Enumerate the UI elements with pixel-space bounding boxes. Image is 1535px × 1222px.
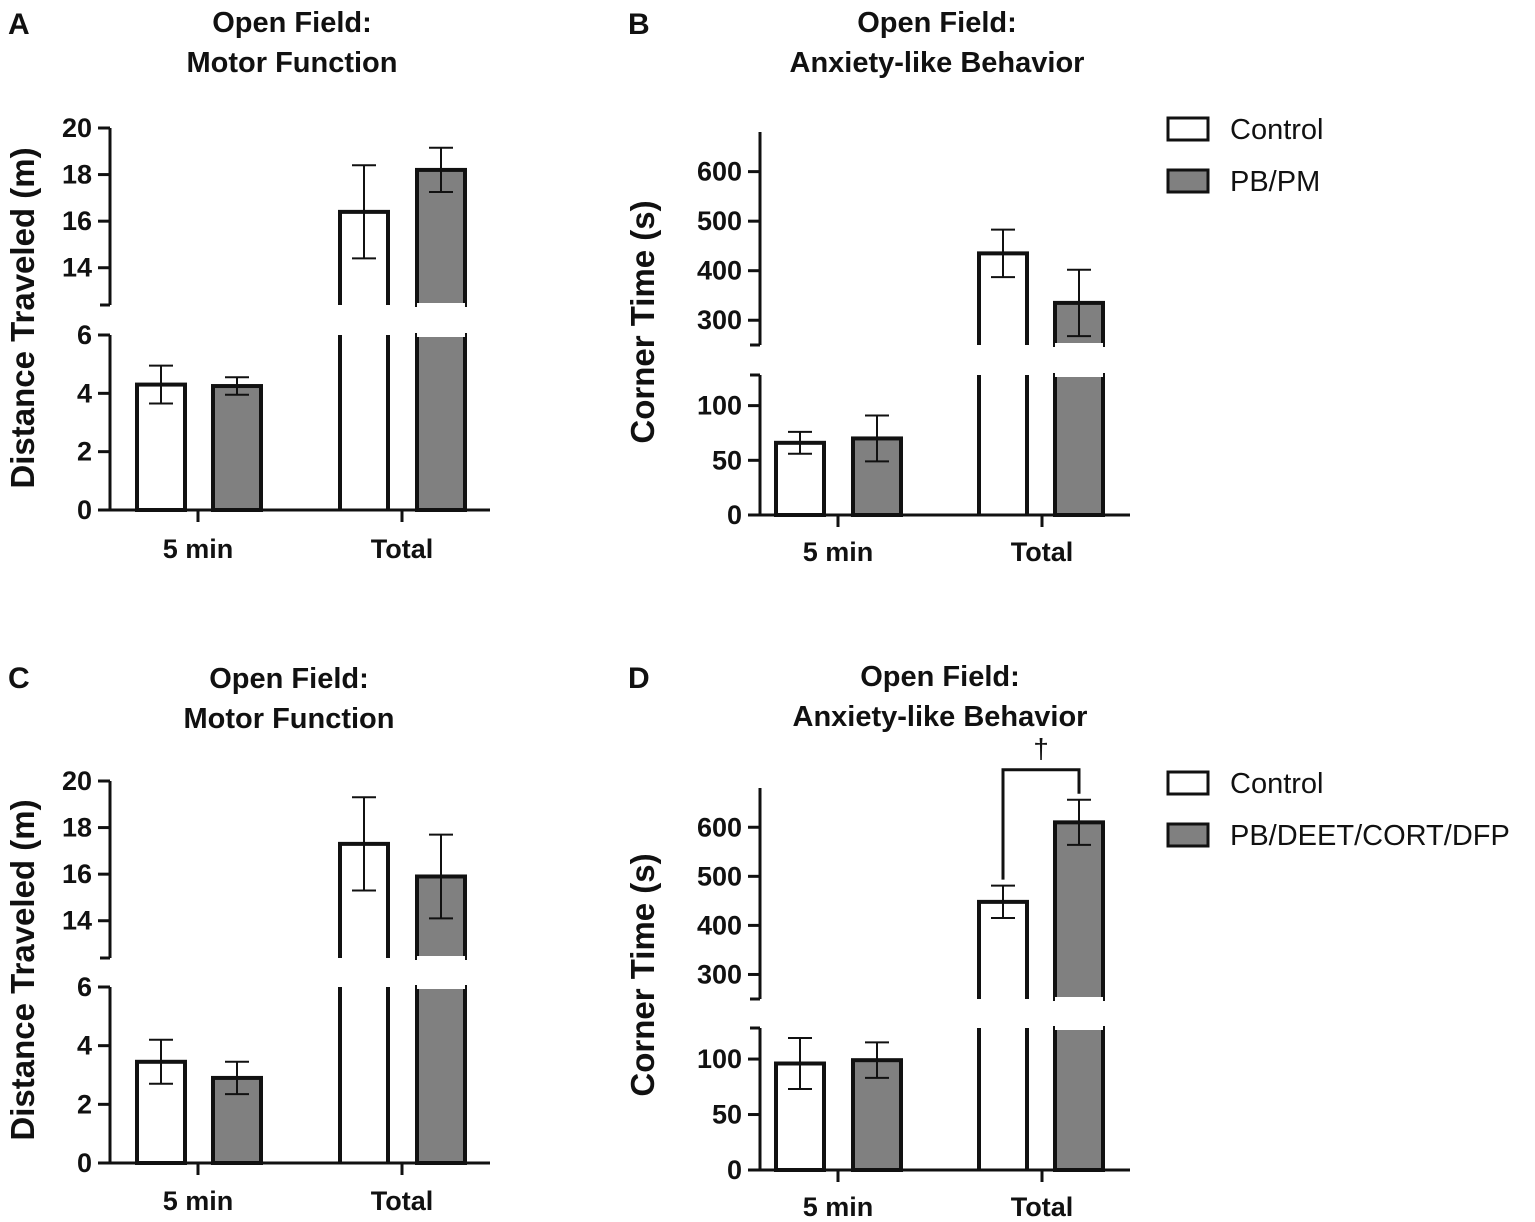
legend-swatch-treatment xyxy=(1166,822,1210,848)
panel-label: B xyxy=(628,8,650,41)
chart-title-line-2: Motor Function xyxy=(183,703,394,735)
panel-C: C Open Field: Motor Function Distance Trave… xyxy=(4,662,490,1216)
panel-label: C xyxy=(8,662,30,695)
y-tick-label: 20 xyxy=(62,113,92,143)
panel-A: A Open Field: Motor Function Distance Trave… xyxy=(4,7,490,564)
y-tick-label: 300 xyxy=(697,959,742,989)
y-tick-label: 50 xyxy=(712,445,742,475)
significance-marker: † xyxy=(1033,733,1049,764)
significance-bracket xyxy=(1001,768,1081,880)
y-tick-label: 100 xyxy=(697,1044,742,1074)
chart-title-line-1: Open Field: xyxy=(860,661,1020,693)
x-category-label: 5 min xyxy=(803,1192,874,1222)
y-tick-label: 18 xyxy=(62,813,92,843)
y-axis-label: Corner Time (s) xyxy=(624,853,661,1096)
y-tick-label: 500 xyxy=(697,861,742,891)
x-category-label: Total xyxy=(1011,537,1074,567)
y-tick-label: 50 xyxy=(712,1100,742,1130)
y-tick-label: 14 xyxy=(62,253,92,283)
panel-B: B Open Field: Anxiety-like Behavior Corner … xyxy=(624,7,1324,567)
bar-pb-pm-total-lower xyxy=(415,333,467,512)
bar-pb-deet-cort-dfp-total-upper xyxy=(1053,820,1105,1001)
x-category-label: Total xyxy=(371,534,434,564)
y-tick-label: 100 xyxy=(697,391,742,421)
y-tick-label: 16 xyxy=(62,859,92,889)
legend-label: Control xyxy=(1230,768,1324,800)
y-tick-label: 14 xyxy=(62,906,92,936)
bar-pb-pm-5-min xyxy=(211,384,263,512)
chart-title-line-2: Motor Function xyxy=(186,47,397,79)
y-tick-label: 18 xyxy=(62,160,92,190)
y-tick-label: 300 xyxy=(697,305,742,335)
y-tick-label: 500 xyxy=(697,206,742,236)
y-axis-label: Distance Traveled (m) xyxy=(4,799,41,1140)
x-category-label: Total xyxy=(371,1186,434,1216)
legend-label: PB/PM xyxy=(1230,166,1320,198)
legend: Control PB/DEET/CORT/DFP xyxy=(1166,768,1510,852)
legend-label: Control xyxy=(1230,114,1324,146)
y-tick-label: 0 xyxy=(77,1148,92,1178)
bar-pb-pm-total-lower xyxy=(1053,373,1105,517)
panel-D: D Open Field: Anxiety-like Behavior Corner … xyxy=(624,661,1510,1222)
y-tick-label: 2 xyxy=(77,1089,92,1119)
y-tick-label: 0 xyxy=(727,1155,742,1185)
legend-swatch-control xyxy=(1166,116,1210,142)
chart-title-line-2: Anxiety-like Behavior xyxy=(790,47,1085,79)
y-tick-label: 2 xyxy=(77,437,92,467)
y-tick-label: 20 xyxy=(62,766,92,796)
bar-control-total-lower xyxy=(338,335,390,510)
legend: Control PB/PM xyxy=(1166,114,1324,198)
y-tick-label: 4 xyxy=(77,1031,92,1061)
bar-control-total-lower xyxy=(338,987,390,1163)
bar-control-5-min xyxy=(135,382,187,513)
legend-label: PB/DEET/CORT/DFP xyxy=(1230,820,1510,852)
y-tick-label: 6 xyxy=(77,972,92,1002)
y-tick-label: 600 xyxy=(697,812,742,842)
x-category-label: Total xyxy=(1011,1192,1074,1222)
y-tick-label: 0 xyxy=(77,495,92,525)
bar-pb-deet-cort-dfp-total-lower xyxy=(1053,1026,1105,1172)
chart-title-line-1: Open Field: xyxy=(857,7,1017,39)
legend-swatch-control xyxy=(1166,770,1210,796)
y-axis-label: Distance Traveled (m) xyxy=(4,147,41,488)
legend-swatch-treatment xyxy=(1166,168,1210,194)
chart-title-line-2: Anxiety-like Behavior xyxy=(793,701,1088,733)
x-category-label: 5 min xyxy=(803,537,874,567)
y-axis-label: Corner Time (s) xyxy=(624,200,661,443)
bar-control-5-min xyxy=(774,1061,826,1172)
x-category-label: 5 min xyxy=(163,534,234,564)
bar-control-total-lower xyxy=(977,1028,1029,1170)
y-tick-label: 0 xyxy=(727,500,742,530)
y-tick-label: 600 xyxy=(697,157,742,187)
y-tick-label: 400 xyxy=(697,256,742,286)
panel-label: A xyxy=(8,8,30,41)
bar-control-total-lower xyxy=(977,375,1029,515)
y-tick-label: 4 xyxy=(77,378,92,408)
bar-pb-deet-cort-dfp-total-lower xyxy=(415,985,467,1165)
chart-title-line-1: Open Field: xyxy=(212,7,372,39)
y-tick-label: 16 xyxy=(62,206,92,236)
y-tick-label: 400 xyxy=(697,910,742,940)
panel-label: D xyxy=(628,662,650,695)
y-tick-label: 6 xyxy=(77,320,92,350)
x-category-label: 5 min xyxy=(163,1186,234,1216)
chart-title-line-1: Open Field: xyxy=(209,663,369,695)
